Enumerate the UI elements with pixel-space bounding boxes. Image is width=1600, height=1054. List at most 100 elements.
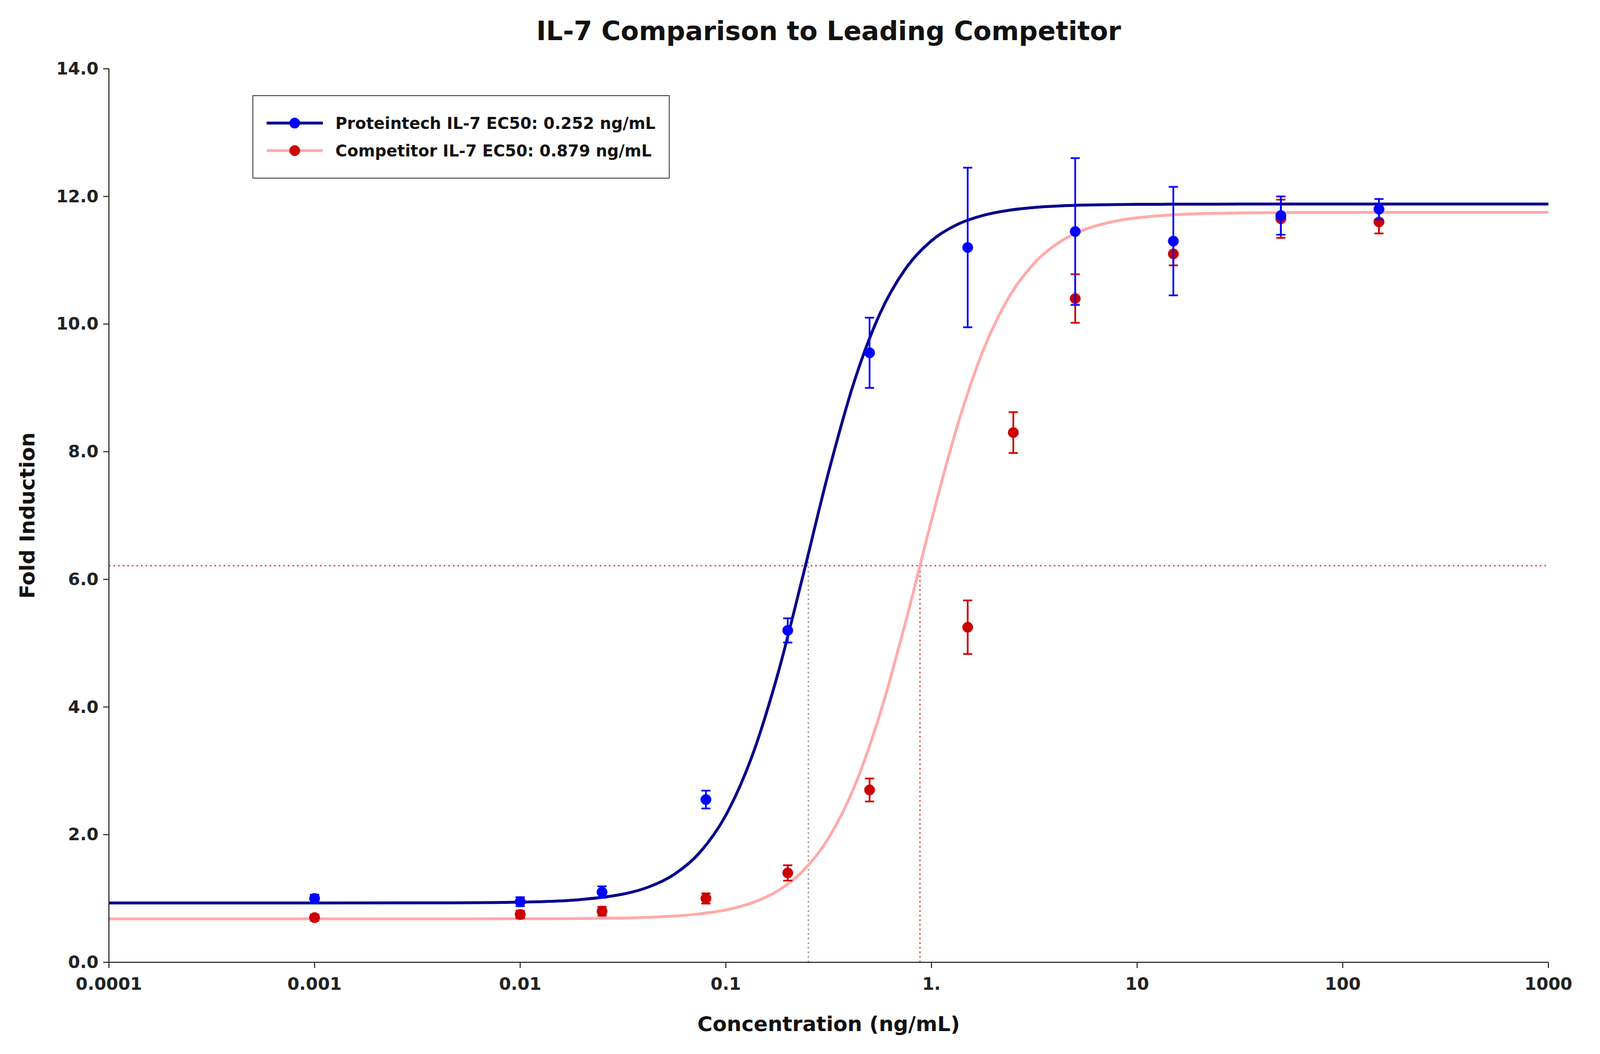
reference-line xyxy=(919,565,922,963)
error-bar xyxy=(1008,412,1019,453)
error-bar-cap xyxy=(1276,237,1286,240)
x-tick xyxy=(519,962,521,969)
y-axis-line xyxy=(108,68,110,963)
data-point xyxy=(864,784,875,796)
x-tick-label: 0.1 xyxy=(710,973,742,995)
y-tick-label: 4.0 xyxy=(68,697,99,718)
error-bar-cap xyxy=(1276,195,1286,198)
legend-marker xyxy=(289,145,300,156)
data-point xyxy=(596,887,608,898)
error-bar-cap xyxy=(783,642,793,644)
y-tick-label: 10.0 xyxy=(56,313,99,334)
error-bar-cap xyxy=(865,777,875,780)
x-tick-label: 1000 xyxy=(1524,973,1573,995)
x-tick xyxy=(725,962,727,969)
x-tick-label: 1. xyxy=(922,973,941,995)
legend-label: Proteintech IL-7 EC50: 0.252 ng/mL xyxy=(335,114,656,133)
x-axis-label: Concentration (ng/mL) xyxy=(697,1012,961,1036)
data-point xyxy=(596,906,608,917)
data-point xyxy=(309,912,320,923)
error-bar xyxy=(783,618,793,643)
y-axis-label: Fold Induction xyxy=(15,432,39,599)
x-tick-label: 10 xyxy=(1125,973,1150,995)
y-tick-label: 2.0 xyxy=(68,824,99,845)
error-bar-cap xyxy=(963,653,973,656)
x-tick xyxy=(314,962,316,969)
error-bar xyxy=(701,790,711,809)
error-bar-cap xyxy=(1070,157,1081,159)
error-bar xyxy=(963,600,973,655)
y-tick xyxy=(103,579,109,581)
data-point xyxy=(700,794,711,805)
error-bar-cap xyxy=(865,386,875,389)
data-point xyxy=(700,893,711,905)
data-point xyxy=(1373,204,1384,215)
error-bar xyxy=(1070,158,1081,305)
chart: 0.0001 0.001 0.01 0.1 1. 10 100 1000 0.0 2.0 4.0 6.… xyxy=(0,0,1600,1054)
error-bar-cap xyxy=(1070,304,1081,307)
y-tick-label: 6.0 xyxy=(68,569,99,590)
data-point xyxy=(1168,236,1179,247)
y-tick xyxy=(103,68,109,70)
error-bar-cap xyxy=(865,317,875,319)
background xyxy=(0,0,1600,1054)
error-bar-cap xyxy=(865,800,875,803)
error-bar-cap xyxy=(701,807,711,810)
reference-line xyxy=(807,553,810,963)
title: IL-7 Comparison to Leading Competitor xyxy=(536,15,1122,47)
x-tick xyxy=(1547,962,1549,969)
data-point xyxy=(782,625,793,636)
error-bar-cap xyxy=(1374,218,1384,221)
data-point xyxy=(864,347,875,359)
error-bar-cap xyxy=(963,326,973,328)
error-bar-cap xyxy=(783,879,793,882)
data-point xyxy=(514,896,526,907)
y-tick xyxy=(103,706,109,708)
plot-area xyxy=(108,158,1549,963)
error-bar xyxy=(1168,186,1179,296)
error-bar-cap xyxy=(963,599,973,602)
reference-line xyxy=(108,565,1549,567)
data-point xyxy=(962,242,973,253)
y-tick xyxy=(103,834,109,836)
error-bar-cap xyxy=(1168,294,1179,297)
error-bar-cap xyxy=(783,617,793,620)
y-tick xyxy=(103,323,109,325)
x-axis-line xyxy=(108,961,1549,964)
axes: 0.0001 0.001 0.01 0.1 1. 10 100 1000 0.0 2.0 4.0 6.… xyxy=(56,58,1573,995)
error-bar xyxy=(963,167,973,328)
error-bar-cap xyxy=(1374,198,1384,201)
error-bar xyxy=(1374,198,1384,220)
y-tick xyxy=(103,196,109,198)
error-bar xyxy=(701,893,711,905)
error-bar xyxy=(865,778,875,802)
data-point xyxy=(1275,210,1286,221)
x-tick-label: 0.001 xyxy=(287,973,342,995)
error-bar xyxy=(865,317,875,388)
x-tick xyxy=(1136,962,1138,969)
error-bar xyxy=(783,865,793,882)
error-bar xyxy=(1276,196,1286,236)
data-point xyxy=(962,621,973,633)
y-tick-label: 14.0 xyxy=(56,58,99,79)
point-series xyxy=(309,199,1385,923)
x-tick xyxy=(108,962,110,969)
error-bar-cap xyxy=(1276,233,1286,236)
x-tick-label: 0.01 xyxy=(498,973,542,995)
error-bar-cap xyxy=(1008,452,1019,455)
point-series xyxy=(309,158,1385,907)
fit-curve xyxy=(108,204,1549,903)
legend: Proteintech IL-7 EC50: 0.252 ng/mLCompet… xyxy=(252,95,670,179)
x-tick-label: 0.0001 xyxy=(75,973,143,995)
legend-marker xyxy=(289,118,300,129)
x-tick-label: 100 xyxy=(1324,973,1361,995)
x-tick xyxy=(930,962,933,969)
error-bar-cap xyxy=(1070,322,1081,324)
y-tick-label: 0.0 xyxy=(68,952,99,973)
y-tick xyxy=(103,451,109,453)
error-bar-cap xyxy=(701,789,711,792)
error-bar-cap xyxy=(1374,232,1384,235)
fit-curve xyxy=(108,212,1549,920)
x-tick xyxy=(1342,962,1344,969)
error-bar-cap xyxy=(963,166,973,169)
